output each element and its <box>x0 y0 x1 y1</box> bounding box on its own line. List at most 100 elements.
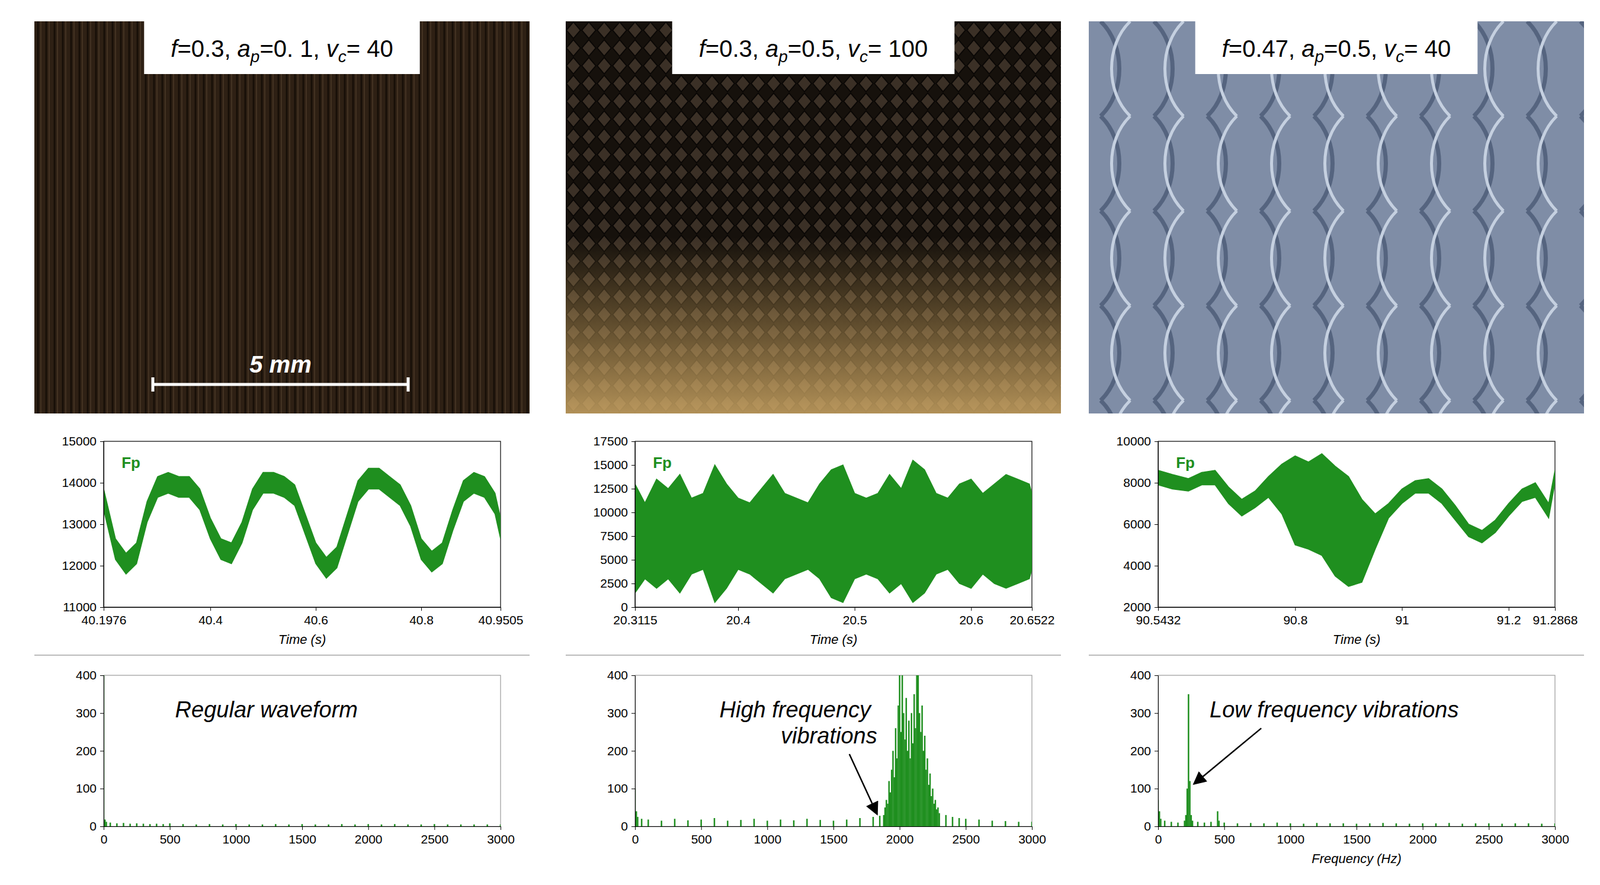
x-tick: 1500 <box>819 826 848 846</box>
spectrum-stem <box>1408 823 1411 827</box>
chart-panel: 0500100015002000250030000100200300400Reg… <box>75 668 515 846</box>
spectrum-stem <box>1187 694 1190 827</box>
y-tick-mark <box>1154 713 1159 714</box>
x-tick-mark <box>854 607 856 611</box>
spectrum-stem <box>978 819 980 827</box>
y-tick: 100 <box>75 781 104 795</box>
annotation-line: Regular waveform <box>175 697 358 723</box>
plot-area <box>635 460 1032 603</box>
legend-label: Fp <box>1175 453 1195 472</box>
spectrum-stem <box>499 824 501 827</box>
x-tick-mark <box>1294 607 1296 611</box>
plot-frame <box>1158 441 1555 608</box>
spectrum-stem <box>142 823 145 827</box>
signal-band <box>635 460 1032 603</box>
x-tick-mark <box>1290 826 1291 830</box>
annotation: Regular waveform <box>175 697 358 723</box>
x-tick-label: 91.2 <box>1496 613 1522 627</box>
spectrum-stem <box>917 675 920 827</box>
separator <box>34 654 530 656</box>
y-axis: 0100200300400 <box>607 668 636 833</box>
x-axis-title: Frequency (Hz) <box>1311 851 1402 867</box>
y-tick-label: 15000 <box>593 457 628 472</box>
spectrum-stem <box>1421 823 1424 827</box>
spectrum-stem <box>895 728 897 827</box>
spectrum-stem <box>149 823 152 827</box>
spectrum-stem <box>1475 823 1477 827</box>
y-tick: 15000 <box>62 434 104 448</box>
x-tick: 40.6 <box>303 607 329 627</box>
y-tick-label: 14000 <box>62 475 97 490</box>
x-tick-label: 2500 <box>420 832 449 846</box>
y-tick: 0 <box>620 819 636 833</box>
y-tick-label: 13000 <box>62 517 97 531</box>
y-tick: 0 <box>1143 819 1159 833</box>
spectrum-stem <box>819 819 822 827</box>
x-axis-line <box>1158 607 1556 608</box>
y-tick-mark <box>631 788 636 790</box>
y-tick-mark <box>1154 482 1159 484</box>
spectrum-stem <box>1159 818 1162 827</box>
spectrum-stem <box>739 819 742 827</box>
spectrum-stem <box>872 816 875 827</box>
y-tick: 17500 <box>593 434 636 448</box>
spectrum-stem <box>640 818 643 827</box>
photo-panel: f=0.47, ap=0.5, vc= 40 <box>1088 21 1585 414</box>
x-tick: 2000 <box>354 826 383 846</box>
x-axis: 40.197640.440.640.840.9505 <box>81 607 524 627</box>
y-tick: 400 <box>1130 668 1159 682</box>
y-axis: 0100200300400 <box>75 668 105 833</box>
photo-title: f=0.47, ap=0.5, vc= 40 <box>1222 35 1452 66</box>
x-tick-mark <box>1158 607 1159 611</box>
y-tick-mark <box>631 826 636 827</box>
y-tick-label: 0 <box>620 600 628 614</box>
y-tick-mark <box>1154 788 1159 790</box>
spectrum-stem <box>1031 821 1032 827</box>
spectrum-stem <box>900 732 903 827</box>
spectrum-stem <box>406 824 409 827</box>
y-tick-label: 400 <box>607 668 628 682</box>
y-tick-mark <box>631 713 636 714</box>
y-tick-mark <box>100 826 104 827</box>
spectrum-stem <box>924 735 926 827</box>
spectrum-stem <box>964 818 967 827</box>
spectrum-stem <box>1188 781 1191 827</box>
spectrum-stem <box>935 809 938 827</box>
y-tick-mark <box>100 565 104 567</box>
spectrum-stem <box>1262 823 1265 827</box>
y-tick-label: 15000 <box>62 434 97 448</box>
x-axis: 90.543290.89191.291.2868 <box>1136 607 1579 627</box>
x-tick-label: 3000 <box>1018 832 1047 846</box>
photo <box>1088 21 1585 414</box>
spectrum-stem <box>925 769 928 827</box>
spectrum-stem <box>991 820 994 827</box>
y-tick-mark <box>100 607 104 608</box>
x-tick: 0 <box>632 826 640 846</box>
spectrum-stem <box>908 720 910 827</box>
x-tick-mark <box>302 826 303 830</box>
x-tick-label: 40.9505 <box>478 613 524 627</box>
x-tick: 20.3115 <box>613 607 657 627</box>
legend-patch <box>650 452 675 473</box>
y-tick-label: 100 <box>607 781 628 795</box>
x-tick-label: 90.5432 <box>1136 613 1182 627</box>
x-tick-mark <box>635 826 636 830</box>
spectrum-stem <box>945 815 948 827</box>
y-axis: 200040006000800010000 <box>1116 434 1159 614</box>
spectrum-stem <box>918 713 921 827</box>
y-tick-mark <box>631 465 636 466</box>
separator <box>565 654 1061 656</box>
spectrum-stem <box>301 823 304 827</box>
plot-area <box>103 675 501 827</box>
x-tick: 1000 <box>1276 826 1305 846</box>
y-axis-line <box>103 675 105 827</box>
spectrum-stem <box>168 823 171 827</box>
spectrum-stem <box>893 777 896 827</box>
spectrum-stem <box>1435 823 1438 827</box>
spectrum-stem <box>912 743 915 827</box>
spectrum-stem <box>460 824 463 827</box>
y-tick-mark <box>100 441 104 442</box>
y-tick-label: 10000 <box>593 505 628 519</box>
x-tick-label: 20.5 <box>842 613 868 627</box>
spectrum-stem <box>897 705 900 827</box>
